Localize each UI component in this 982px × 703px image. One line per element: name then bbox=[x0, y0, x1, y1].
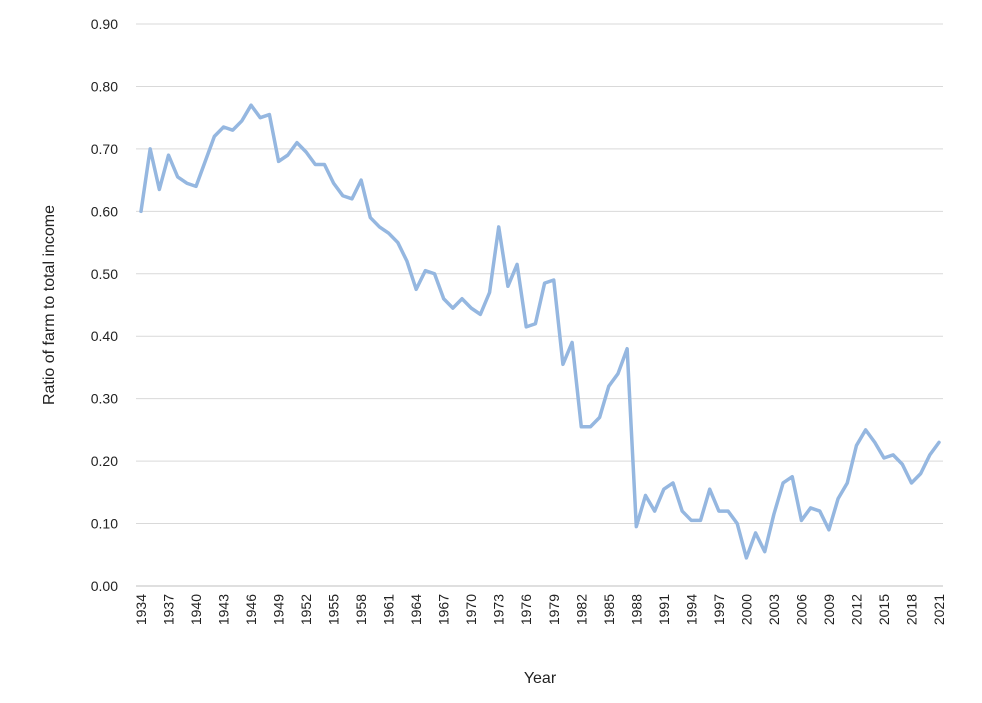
y-tick-label: 0.90 bbox=[91, 16, 118, 32]
y-axis-title: Ratio of farm to total income bbox=[41, 205, 58, 405]
x-tick-label: 1949 bbox=[271, 594, 287, 625]
x-tick-label: 1940 bbox=[188, 594, 204, 625]
x-tick-label: 1976 bbox=[518, 594, 534, 625]
x-tick-label: 1991 bbox=[656, 594, 672, 625]
x-tick-label: 1943 bbox=[216, 594, 232, 625]
x-tick-label: 1952 bbox=[298, 594, 314, 625]
x-tick-label: 1946 bbox=[243, 594, 259, 625]
y-tick-label: 0.50 bbox=[91, 266, 118, 282]
x-tick-label: 1997 bbox=[711, 594, 727, 625]
x-tick-label: 1964 bbox=[408, 594, 424, 625]
y-tick-label: 0.60 bbox=[91, 203, 118, 219]
y-tick-label: 0.30 bbox=[91, 391, 118, 407]
x-tick-label: 1988 bbox=[628, 594, 644, 625]
y-tick-label: 0.70 bbox=[91, 141, 118, 157]
x-tick-label: 1973 bbox=[491, 594, 507, 625]
x-tick-label: 1934 bbox=[133, 594, 149, 625]
x-axis-title: Year bbox=[524, 670, 557, 687]
data-line bbox=[139, 103, 941, 560]
x-tick-label: 2021 bbox=[931, 594, 947, 625]
x-tick-label: 1967 bbox=[436, 594, 452, 625]
x-tick-label: 2015 bbox=[876, 594, 892, 625]
x-tick-label: 2003 bbox=[766, 594, 782, 625]
x-tick-label: 2006 bbox=[793, 594, 809, 625]
y-tick-label: 0.80 bbox=[91, 78, 118, 94]
x-tick-label: 1985 bbox=[601, 594, 617, 625]
x-tick-label: 1970 bbox=[463, 594, 479, 625]
x-tick-label: 1982 bbox=[573, 594, 589, 625]
x-tick-label: 1955 bbox=[326, 594, 342, 625]
x-tick-label: 2018 bbox=[903, 594, 919, 625]
x-tick-label: 1958 bbox=[353, 594, 369, 625]
y-tick-label: 0.20 bbox=[91, 453, 118, 469]
y-tick-label: 0.00 bbox=[91, 578, 118, 594]
x-tick-label: 2009 bbox=[821, 594, 837, 625]
y-tick-label: 0.40 bbox=[91, 328, 118, 344]
x-tick-label: 1994 bbox=[683, 594, 699, 625]
x-tick-label: 1937 bbox=[161, 594, 177, 625]
y-tick-label: 0.10 bbox=[91, 516, 118, 532]
x-tick-label: 2012 bbox=[848, 594, 864, 625]
x-tick-label: 1979 bbox=[546, 594, 562, 625]
x-tick-label: 1961 bbox=[381, 594, 397, 625]
x-tick-label: 2000 bbox=[738, 594, 754, 625]
